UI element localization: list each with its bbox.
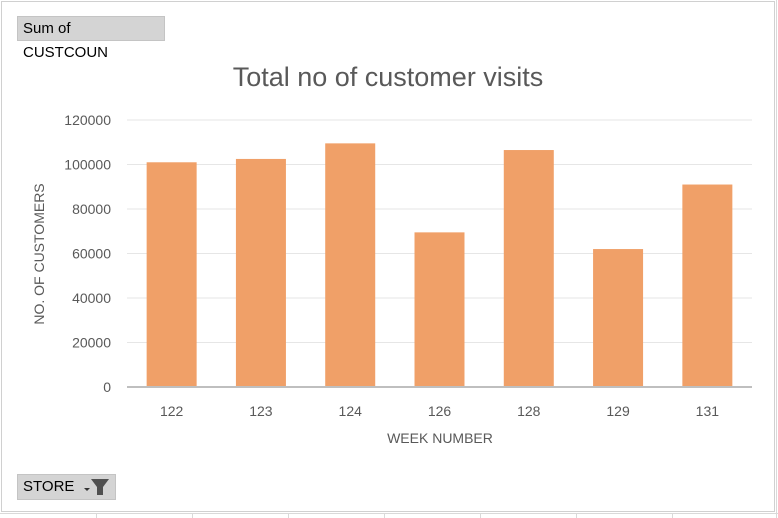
sheet-gridline-v [480,513,481,518]
chart-title: Total no of customer visits [233,62,544,92]
bar-week-123[interactable] [235,158,286,387]
x-tick-label: 122 [160,403,184,419]
y-axis-ticks: 0 20000 40000 60000 80000 100000 120000 [64,112,111,395]
sheet-gridline-v [384,513,385,518]
sheet-gridline-v [192,513,193,518]
y-tick-label: 40000 [72,290,111,306]
sheet-gridline-v [576,513,577,518]
y-tick-label: 80000 [72,201,111,217]
bar-week-122[interactable] [146,162,197,387]
axis-field-label: STORE [23,478,75,495]
axis-field-button[interactable]: STORE [17,474,116,500]
y-tick-label: 100000 [64,157,111,173]
bar-week-129[interactable] [593,249,644,387]
x-tick-label: 126 [428,403,452,419]
bar-series[interactable] [146,143,733,387]
y-tick-label: 0 [103,379,111,395]
x-tick-label: 131 [696,403,720,419]
bar-week-124[interactable] [325,143,376,387]
x-tick-label: 123 [249,403,273,419]
bar-week-128[interactable] [503,150,554,387]
y-tick-label: 60000 [72,246,111,262]
bar-week-131[interactable] [682,184,733,387]
sheet-gridline-h [0,513,778,514]
y-tick-label: 120000 [64,112,111,128]
value-field-label: Sum of CUSTCOUN [23,20,108,61]
x-tick-label: 124 [339,403,363,419]
sheet-gridline-v [96,513,97,518]
x-tick-label: 128 [517,403,541,419]
x-tick-label: 129 [606,403,630,419]
y-tick-label: 20000 [72,335,111,351]
bar-week-126[interactable] [414,232,465,387]
y-axis-label: NO. OF CUSTOMERS [31,183,47,324]
sheet-gridline-v [288,513,289,518]
value-field-button[interactable]: Sum of CUSTCOUN [17,16,165,61]
sheet-gridline-v [776,0,777,518]
filter-dropdown-icon[interactable] [80,477,110,497]
sheet-gridline-v [672,513,673,518]
x-axis-ticks: 122 123 124 126 128 129 131 [160,403,719,419]
x-axis-label: WEEK NUMBER [387,430,493,446]
